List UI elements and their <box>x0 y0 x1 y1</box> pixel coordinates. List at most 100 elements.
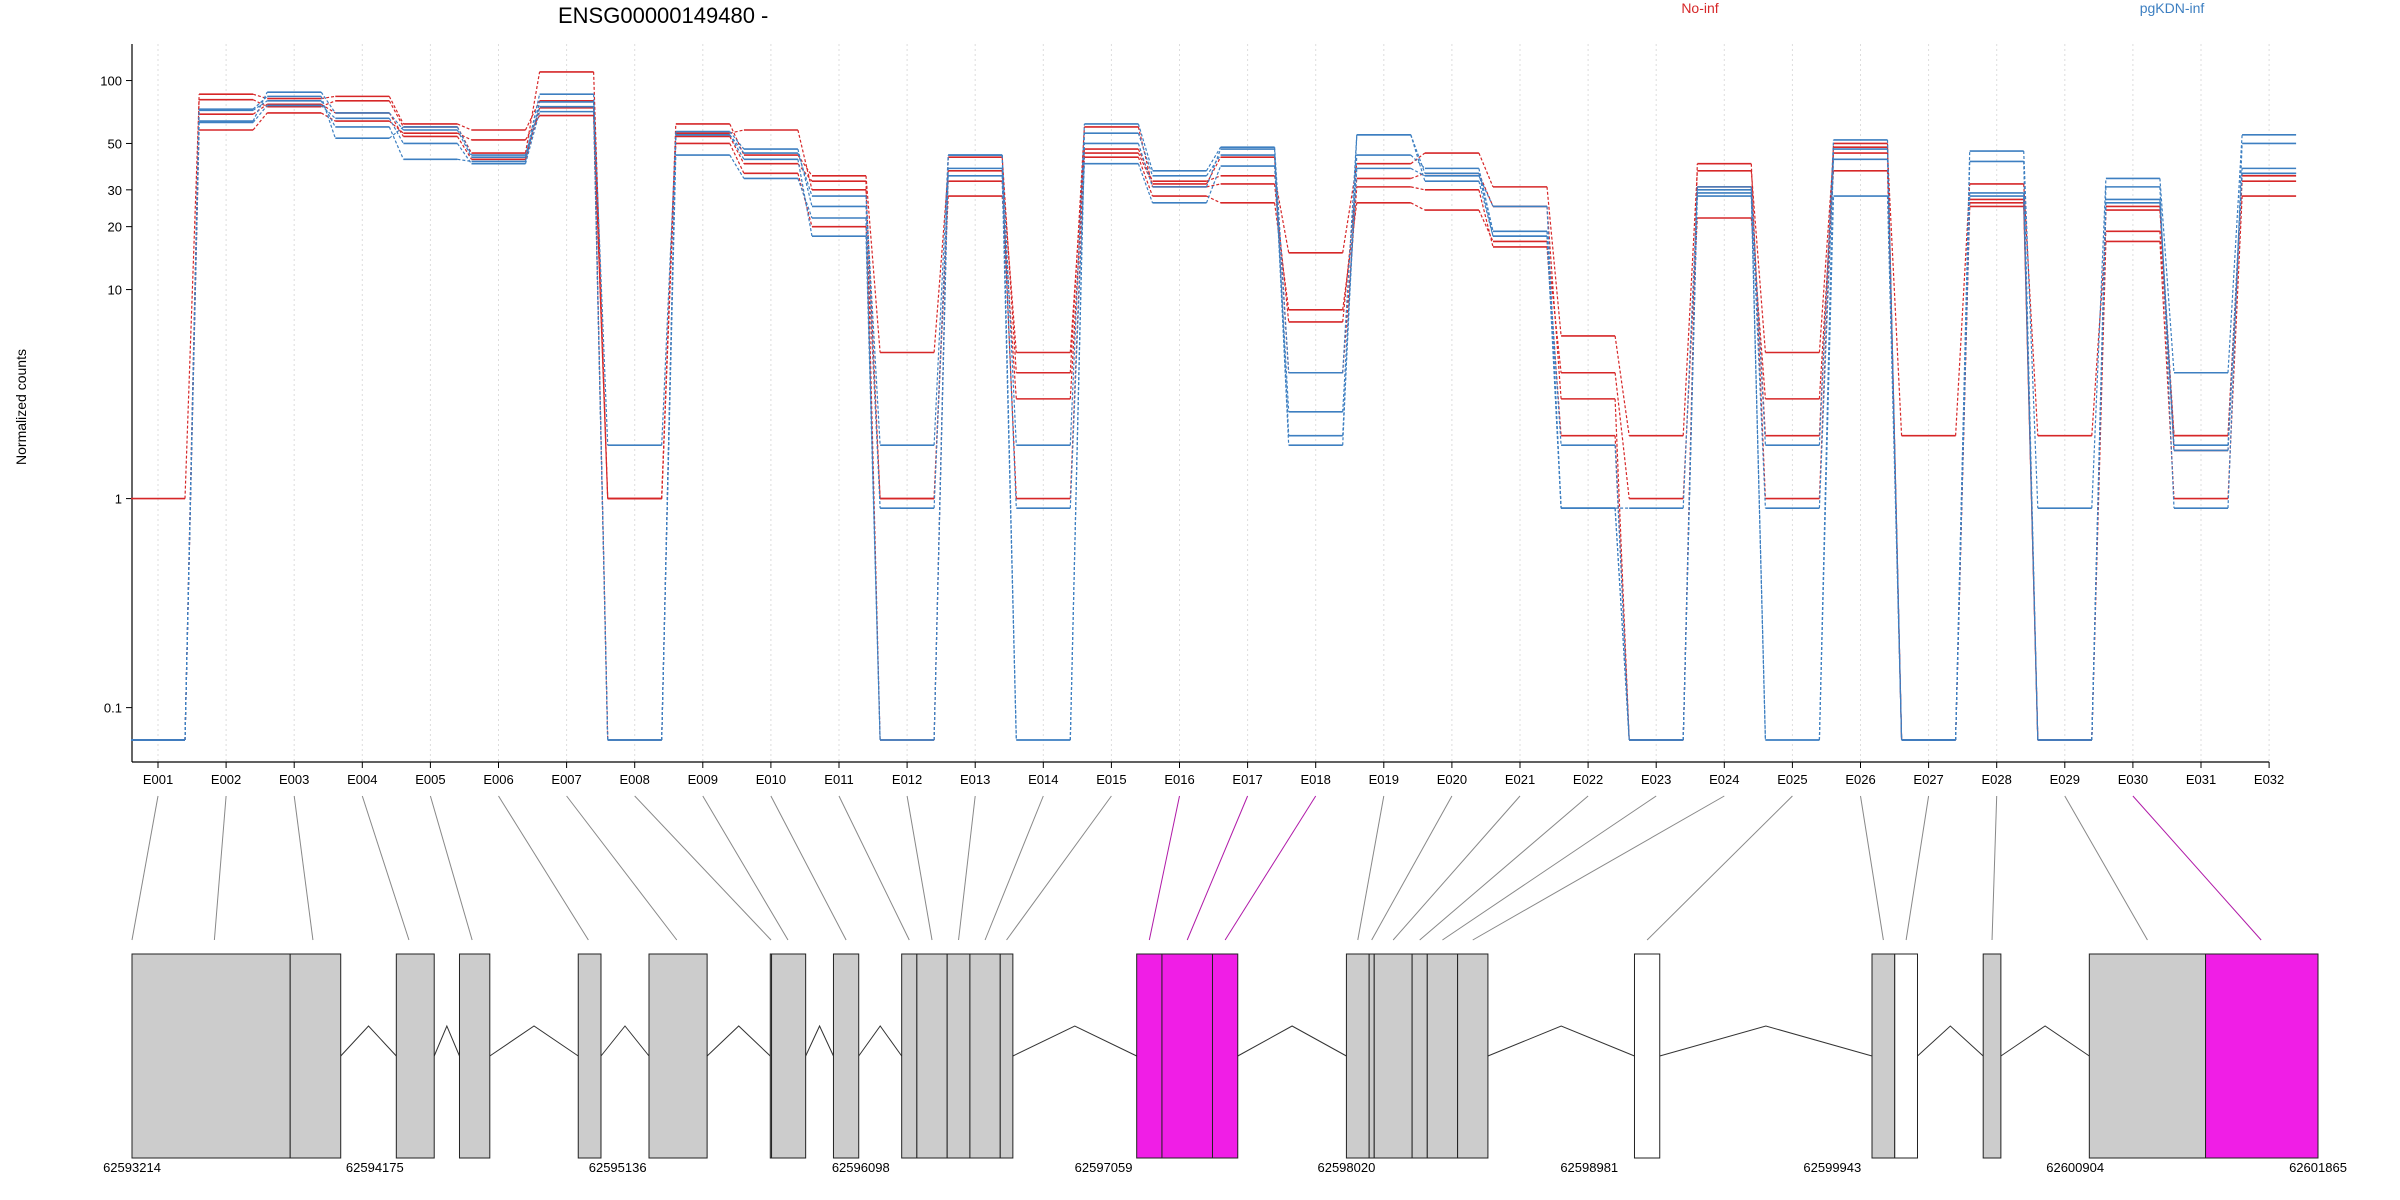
series-connector <box>1205 148 1222 188</box>
series-connector <box>1818 149 1835 741</box>
bin-link-line <box>1392 795 1521 941</box>
series-connector <box>933 155 949 446</box>
exon-block <box>1982 953 2002 1159</box>
series-connector <box>1410 134 1426 182</box>
x-tick-label: E015 <box>1096 772 1126 787</box>
series-connector <box>1274 155 1290 446</box>
bin-link-line <box>770 795 847 941</box>
series-connector <box>2023 196 2039 741</box>
series-connector <box>1478 168 1494 232</box>
series-connector <box>2159 241 2175 499</box>
bin-link-line <box>1442 795 1657 941</box>
series-connector <box>252 105 268 123</box>
coordinate-label: 62599943 <box>1803 1160 1861 1175</box>
y-tick-label: 50 <box>108 136 122 151</box>
bin-link-line <box>131 795 159 941</box>
series-connector <box>1682 170 1698 436</box>
x-tick-label: E006 <box>483 772 513 787</box>
x-tick-label: E008 <box>620 772 650 787</box>
bin-link-line <box>2064 795 2148 941</box>
series-connector <box>661 134 677 741</box>
series-connector <box>1818 196 1835 741</box>
series-connector <box>1410 152 1426 165</box>
x-tick-label: E014 <box>1028 772 1058 787</box>
intron-line <box>706 1025 771 1057</box>
series-connector <box>1206 183 1221 188</box>
series-connector <box>1614 508 1630 741</box>
exon-block <box>577 953 602 1159</box>
series-connector <box>1478 173 1494 237</box>
series-connector <box>1750 170 1766 353</box>
x-tick-label: E028 <box>1982 772 2012 787</box>
series-connector <box>1750 196 1766 741</box>
series-connector <box>1478 209 1494 242</box>
series-connector <box>320 96 336 139</box>
series-connector <box>1410 186 1426 191</box>
coordinate-label: 62595136 <box>589 1160 647 1175</box>
exon-block <box>458 953 491 1159</box>
series-connector <box>729 143 745 174</box>
series-connector <box>456 136 473 160</box>
series-connector <box>1682 189 1698 509</box>
intron-line <box>433 1024 460 1057</box>
series-connector <box>2091 241 2107 741</box>
series-connector <box>797 154 813 177</box>
series-connector <box>456 126 473 156</box>
bin-link-line <box>1148 795 1180 941</box>
series-connector <box>457 132 472 141</box>
chart-title: ENSG00000149480 - <box>558 3 768 28</box>
series-connector <box>1614 445 1630 741</box>
series-connector <box>457 123 472 131</box>
coordinate-label: 62597059 <box>1075 1160 1133 1175</box>
series-connector <box>1137 152 1154 185</box>
series-connector <box>1750 186 1766 446</box>
series-connector <box>1137 163 1154 204</box>
series-connector <box>456 143 472 165</box>
bin-link-line <box>1419 795 1589 941</box>
coordinate-label: 62594175 <box>346 1160 404 1175</box>
bin-link-line <box>429 795 473 941</box>
exon-block <box>1373 953 1413 1159</box>
intron-line <box>805 1024 834 1057</box>
series-connector <box>1614 335 1630 436</box>
y-tick-label: 20 <box>108 220 122 235</box>
series-connector <box>524 101 541 162</box>
series-connector <box>1614 398 1630 741</box>
x-tick-label: E002 <box>211 772 241 787</box>
series-connector <box>456 129 473 158</box>
series-connector <box>1274 183 1290 323</box>
x-tick-label: E020 <box>1437 772 1467 787</box>
x-tick-label: E022 <box>1573 772 1603 787</box>
series-connector <box>1614 372 1630 499</box>
series-connector <box>661 134 677 446</box>
bin-link-line <box>213 795 227 941</box>
exon-block <box>1211 953 1239 1159</box>
series-connector <box>593 94 609 446</box>
series-connector <box>1750 192 1766 509</box>
series-connector <box>2091 202 2107 741</box>
series-connector <box>593 107 609 499</box>
x-tick-label: E021 <box>1505 772 1535 787</box>
series-connector <box>1682 196 1698 741</box>
y-tick-label: 10 <box>108 283 122 298</box>
series-connector <box>729 136 745 164</box>
bin-link-line <box>1905 795 1930 941</box>
series-connector <box>1342 134 1358 446</box>
x-tick-label: E027 <box>1913 772 1943 787</box>
series-connector <box>1818 159 1835 509</box>
series-connector <box>1069 163 1085 509</box>
bin-link-line <box>1186 795 1249 941</box>
bin-link-line <box>1472 795 1725 941</box>
series-connector <box>524 111 541 164</box>
exon-block <box>289 953 342 1159</box>
series-connector <box>524 94 541 158</box>
series-connector <box>388 112 404 137</box>
intron-line <box>2000 1025 2090 1057</box>
intron-line <box>1012 1025 1137 1057</box>
x-tick-label: E004 <box>347 772 377 787</box>
bin-link-line <box>958 795 976 941</box>
series-connector <box>729 129 745 134</box>
intron-line <box>1237 1025 1347 1057</box>
x-tick-label: E001 <box>143 772 173 787</box>
bin-link-line <box>1860 795 1884 941</box>
